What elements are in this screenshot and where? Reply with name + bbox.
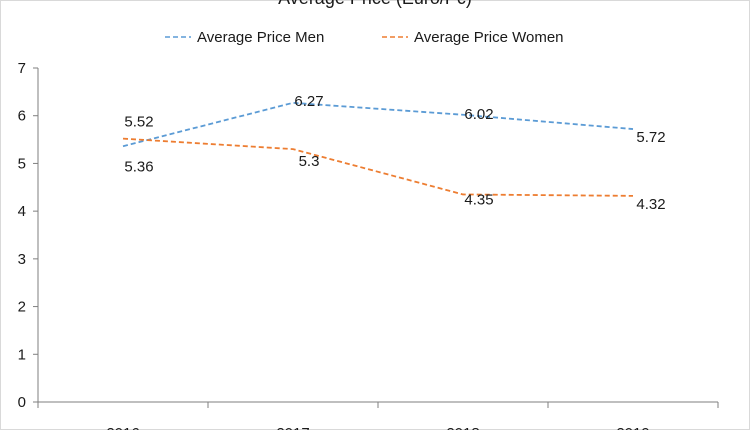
legend-label-0: Average Price Men [197,29,324,46]
series-line-1 [122,137,634,197]
series-line-0 [122,101,634,148]
series-layer [122,101,634,197]
data-label: 5.36 [124,158,153,175]
y-tick-label: 5 [18,155,26,172]
y-tick-label: 2 [18,299,26,316]
data-label: 5.3 [299,153,320,170]
y-tick-label: 7 [18,60,26,77]
y-tick-label: 3 [18,251,26,268]
data-label: 5.52 [124,114,153,131]
y-tick-label: 4 [18,203,26,220]
x-tick-label: 2018 [446,425,479,430]
y-tick-label: 1 [18,346,26,363]
legend: Average Price Men Average Price Women [165,29,564,46]
legend-label-1: Average Price Women [414,29,564,46]
y-tick-label: 0 [18,394,26,411]
x-tick-label: 2016 [106,425,139,430]
x-tick-label: 2019 [616,425,649,430]
data-label: 6.02 [464,106,493,123]
y-tick-label: 6 [18,108,26,125]
x-tick-label: 2017 [276,425,309,430]
data-label: 4.35 [464,191,493,208]
data-labels: 5.36 6.27 6.02 5.72 5.52 5.3 4.35 4.32 [124,93,665,213]
chart-title: Average Price (Euro/Pc) [278,0,472,8]
data-label: 5.72 [636,129,665,146]
data-label: 6.27 [294,93,323,110]
data-label: 4.32 [636,196,665,213]
axes: 0 1 2 3 4 5 6 7 2016 2017 2018 2019 [18,60,719,430]
